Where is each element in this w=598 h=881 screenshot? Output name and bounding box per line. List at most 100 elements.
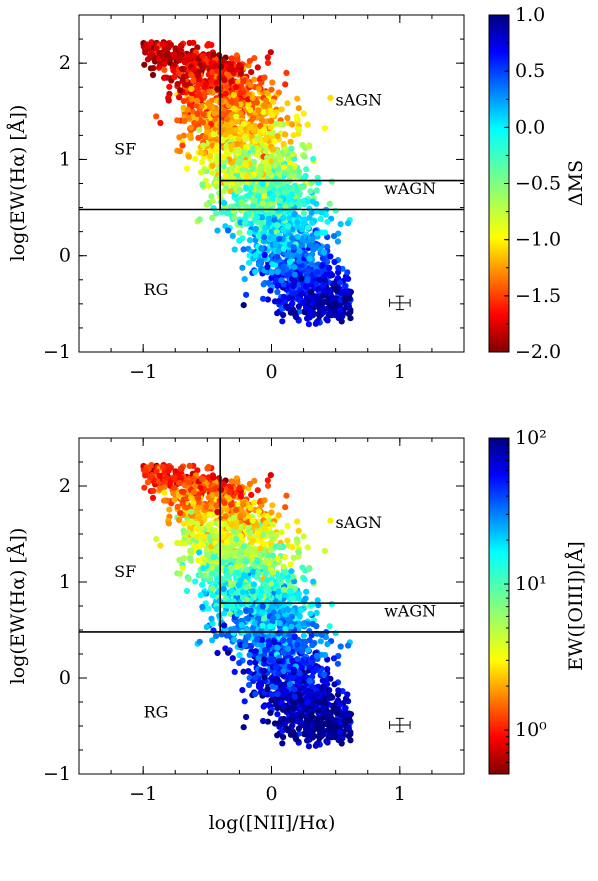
top-data-point bbox=[304, 315, 311, 322]
bottom-data-point bbox=[228, 587, 235, 594]
top-data-point bbox=[264, 263, 271, 271]
top-data-point bbox=[157, 119, 164, 127]
bottom-data-point bbox=[284, 674, 291, 681]
bottom-data-point bbox=[213, 606, 220, 613]
bottom-data-point bbox=[262, 647, 269, 654]
top-data-point bbox=[195, 81, 202, 88]
bottom-data-point bbox=[289, 544, 296, 551]
bottom-data-point bbox=[233, 541, 241, 548]
bottom-data-point bbox=[231, 636, 238, 643]
bottom-data-point bbox=[230, 514, 237, 521]
bottom-data-point bbox=[319, 714, 326, 722]
top-data-point bbox=[261, 234, 268, 241]
top-data-point bbox=[282, 81, 289, 88]
bottom-data-point bbox=[161, 497, 168, 504]
top-data-point bbox=[213, 183, 220, 190]
top-data-point bbox=[238, 199, 245, 206]
bottom-data-point bbox=[246, 681, 253, 689]
bottom-data-point bbox=[262, 571, 269, 578]
bottom-data-point bbox=[291, 693, 298, 700]
bottom-data-point bbox=[286, 681, 293, 688]
top-data-point bbox=[228, 78, 235, 85]
bottom-data-point bbox=[209, 637, 216, 644]
bottom-data-point bbox=[276, 576, 283, 583]
top-data-point bbox=[278, 106, 285, 113]
top-data-point bbox=[313, 243, 320, 250]
top-error-bar bbox=[389, 295, 411, 311]
top-data-point bbox=[176, 56, 183, 64]
top-data-point bbox=[298, 184, 305, 191]
bottom-data-point bbox=[229, 603, 236, 610]
top-data-point bbox=[289, 295, 296, 302]
bottom-data-point bbox=[281, 592, 288, 599]
bottom-data-point bbox=[200, 565, 207, 572]
top-data-point bbox=[250, 158, 257, 165]
top-data-point bbox=[284, 271, 291, 278]
top-data-point bbox=[295, 105, 302, 112]
bottom-data-point bbox=[227, 556, 234, 563]
top-data-point bbox=[252, 225, 259, 232]
top-data-point bbox=[188, 85, 195, 93]
bottom-data-point bbox=[228, 521, 235, 528]
top-data-point bbox=[298, 275, 305, 282]
top-data-point bbox=[206, 88, 213, 95]
top-data-point bbox=[294, 95, 301, 102]
bottom-data-point bbox=[318, 651, 325, 658]
bottom-data-point bbox=[195, 557, 202, 564]
top-data-point bbox=[227, 128, 234, 135]
top-data-point bbox=[200, 142, 207, 149]
top-data-point bbox=[284, 305, 292, 312]
top-data-point bbox=[259, 200, 266, 207]
bottom-data-point bbox=[186, 537, 193, 544]
top-data-point bbox=[254, 135, 261, 142]
bottom-data-point bbox=[243, 558, 250, 565]
top-data-point bbox=[323, 316, 330, 323]
top-data-point bbox=[289, 252, 296, 259]
top-data-point bbox=[309, 178, 316, 185]
bottom-data-point bbox=[241, 642, 249, 649]
top-colorbar-tick-label: −2.0 bbox=[515, 341, 561, 363]
top-scatter-points bbox=[140, 39, 354, 328]
bottom-data-point bbox=[240, 543, 247, 550]
bottom-data-point bbox=[228, 534, 235, 542]
top-data-point bbox=[161, 74, 168, 81]
bottom-data-point bbox=[172, 468, 179, 475]
bottom-data-point bbox=[204, 546, 211, 553]
top-data-point bbox=[222, 90, 229, 97]
top-data-point bbox=[309, 236, 316, 243]
top-data-point bbox=[313, 280, 320, 287]
bottom-data-point bbox=[306, 628, 313, 635]
top-data-point bbox=[329, 272, 336, 279]
top-colorbar-label: ΔMS bbox=[565, 160, 587, 206]
bottom-data-point bbox=[174, 539, 181, 547]
bottom-data-point bbox=[261, 656, 268, 663]
bottom-data-point bbox=[298, 697, 305, 705]
bottom-data-point bbox=[326, 687, 333, 694]
bottom-data-point bbox=[205, 463, 212, 471]
top-data-point bbox=[156, 49, 163, 57]
top-data-point bbox=[190, 77, 197, 84]
top-data-point bbox=[276, 154, 283, 161]
top-data-point bbox=[283, 266, 290, 273]
bottom-data-point bbox=[288, 568, 295, 575]
bottom-data-point bbox=[252, 691, 259, 698]
top-data-point bbox=[239, 264, 246, 271]
top-data-point bbox=[331, 283, 338, 290]
top-data-point bbox=[196, 92, 203, 99]
bottom-data-point bbox=[318, 631, 325, 639]
top-data-point bbox=[278, 277, 285, 284]
bottom-data-point bbox=[290, 594, 297, 602]
bottom-data-point bbox=[203, 623, 210, 631]
bottom-data-point bbox=[214, 490, 221, 497]
top-data-point bbox=[209, 162, 216, 169]
top-data-point bbox=[303, 304, 310, 312]
bottom-data-point bbox=[258, 667, 265, 674]
bottom-data-point bbox=[226, 489, 233, 496]
top-data-point bbox=[306, 255, 313, 262]
top-data-point bbox=[279, 318, 286, 325]
top-data-point bbox=[258, 219, 265, 227]
top-data-point bbox=[274, 222, 281, 229]
top-data-point bbox=[190, 66, 197, 73]
bottom-data-point bbox=[209, 620, 216, 627]
bottom-data-point bbox=[250, 568, 257, 575]
